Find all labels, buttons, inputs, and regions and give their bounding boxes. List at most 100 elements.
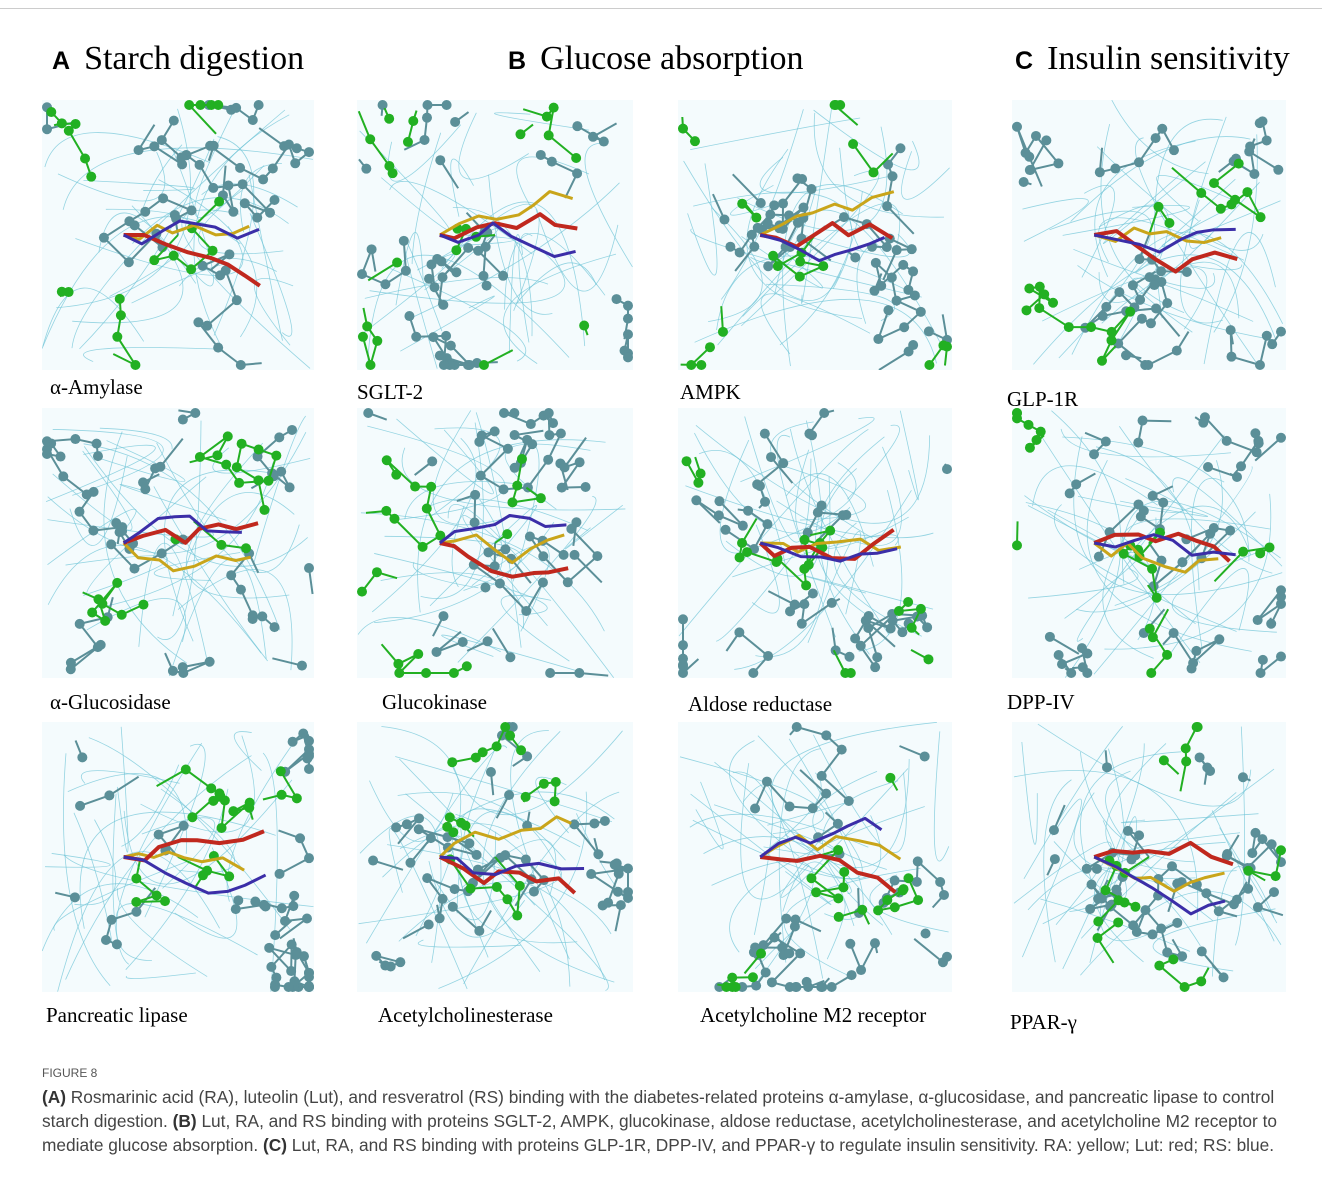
- atom: [363, 408, 373, 418]
- atom: [1164, 218, 1174, 228]
- atom: [1157, 124, 1167, 134]
- atom: [1092, 864, 1102, 874]
- atom: [361, 164, 371, 174]
- atom: [241, 543, 251, 553]
- atom: [1045, 632, 1055, 642]
- caption: (A) Rosmarinic acid (RA), luteolin (Lut)…: [42, 1085, 1297, 1157]
- atom: [115, 294, 125, 304]
- atom: [559, 550, 569, 560]
- protein-label: α-Amylase: [50, 375, 143, 400]
- atom: [478, 747, 488, 757]
- atom: [550, 796, 560, 806]
- atom: [876, 281, 886, 291]
- atom: [357, 587, 367, 597]
- atom: [1232, 472, 1242, 482]
- atom: [1276, 433, 1286, 443]
- atom: [1276, 327, 1286, 337]
- atom: [1262, 331, 1272, 341]
- atom: [807, 430, 817, 440]
- protein-label: DPP-IV: [1007, 690, 1075, 715]
- panel-header: BGlucose absorption: [508, 40, 804, 78]
- atom: [1250, 828, 1260, 838]
- atom: [572, 168, 582, 178]
- atom: [215, 270, 225, 280]
- atom: [458, 637, 468, 647]
- atom: [1238, 772, 1248, 782]
- atom: [290, 158, 300, 168]
- divider: [0, 8, 1322, 9]
- atom: [1232, 895, 1242, 905]
- atom: [304, 972, 314, 982]
- atom: [510, 463, 520, 473]
- atom: [1094, 552, 1104, 562]
- atom: [556, 429, 566, 439]
- atom: [391, 470, 401, 480]
- atom: [1269, 887, 1279, 897]
- atom: [502, 529, 512, 539]
- atom: [545, 668, 555, 678]
- atom: [883, 305, 893, 315]
- atom: [478, 271, 488, 281]
- atom: [1147, 564, 1157, 574]
- atom: [140, 207, 150, 217]
- atom: [479, 360, 489, 370]
- atom: [735, 247, 745, 257]
- atom: [1012, 408, 1022, 418]
- atom: [623, 352, 633, 362]
- atom: [1273, 165, 1283, 175]
- atom: [384, 114, 394, 124]
- atom: [714, 510, 724, 520]
- protein-label: Acetylcholine M2 receptor: [700, 1003, 926, 1028]
- panel-title: Glucose absorption: [540, 40, 803, 77]
- atom: [1065, 488, 1075, 498]
- atom: [424, 920, 434, 930]
- atom: [1049, 825, 1059, 835]
- atom: [155, 462, 165, 472]
- atom: [1172, 918, 1182, 928]
- atom: [1023, 420, 1033, 430]
- atom: [274, 432, 284, 442]
- atom: [899, 322, 909, 332]
- atom: [1024, 283, 1034, 293]
- atom: [1182, 267, 1192, 277]
- atom: [1140, 905, 1150, 915]
- atom: [358, 332, 368, 342]
- atom: [302, 753, 312, 763]
- atom: [97, 599, 107, 609]
- atom: [209, 141, 219, 151]
- atom: [57, 287, 67, 297]
- atom: [1258, 655, 1268, 665]
- atom: [1012, 122, 1022, 132]
- atom: [735, 552, 745, 562]
- panel-letter: A: [52, 47, 70, 75]
- atom: [1245, 141, 1255, 151]
- atom: [270, 930, 280, 940]
- atom: [1093, 917, 1103, 927]
- atom: [449, 668, 459, 678]
- atom: [505, 652, 515, 662]
- atom: [1169, 145, 1179, 155]
- atom: [1172, 346, 1182, 356]
- atom: [276, 766, 286, 776]
- docking-image: [42, 408, 314, 678]
- atom: [1130, 902, 1140, 912]
- figure-label: FIGURE 8: [42, 1066, 97, 1080]
- atom: [839, 867, 849, 877]
- panel-letter: C: [1015, 47, 1033, 75]
- atom: [714, 496, 724, 506]
- atom: [1193, 722, 1203, 732]
- atom: [213, 100, 223, 110]
- atom: [93, 451, 103, 461]
- atom: [1222, 849, 1232, 859]
- atom: [756, 949, 766, 959]
- atom: [157, 135, 167, 145]
- atom: [388, 168, 398, 178]
- atom: [70, 892, 80, 902]
- atom: [424, 274, 434, 284]
- docking-image: [1012, 100, 1286, 370]
- atom: [503, 444, 513, 454]
- atom: [270, 622, 280, 632]
- atom: [187, 812, 197, 822]
- docking-image: [42, 100, 314, 370]
- atom: [839, 212, 849, 222]
